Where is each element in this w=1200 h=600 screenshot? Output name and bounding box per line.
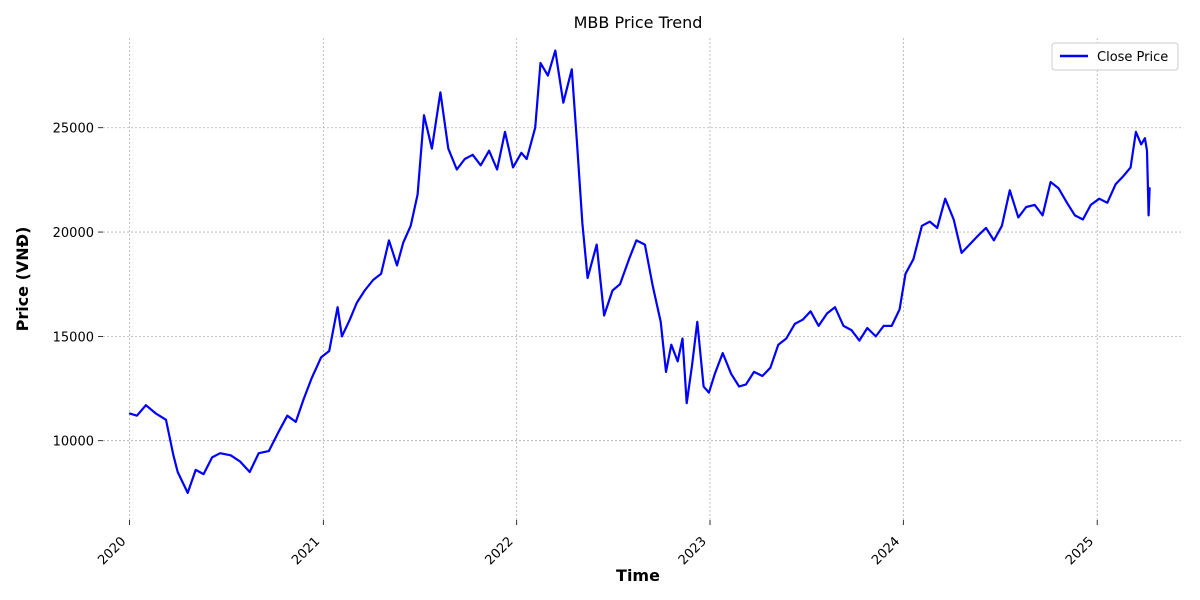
series-layer (128, 49, 1151, 494)
series-line-close-price (128, 49, 1151, 494)
legend-label: Close Price (1097, 50, 1168, 65)
legend: Close Price (1051, 42, 1179, 71)
x-tick-label: 2020 (95, 534, 129, 568)
x-tick-label: 2021 (289, 534, 323, 568)
y-tick-label: 10000 (53, 435, 94, 450)
x-tick-label: 2023 (676, 534, 710, 568)
grid (103, 38, 1183, 520)
chart-title: MBB Price Trend (574, 13, 703, 32)
x-tick-label: 2024 (869, 534, 903, 568)
axis-ticks: 10000 15000 20000 25000 2020 2021 2022 2023 2024… (53, 122, 1098, 568)
y-tick-label: 25000 (53, 122, 94, 137)
x-tick-label: 2025 (1063, 534, 1097, 568)
y-tick-label: 15000 (53, 330, 94, 345)
x-axis-label: Time (616, 566, 660, 585)
legend-box (1051, 42, 1179, 71)
y-tick-label: 20000 (53, 226, 94, 241)
x-tick-label: 2022 (482, 534, 516, 568)
y-axis-label: Price (VNĐ) (13, 227, 32, 332)
